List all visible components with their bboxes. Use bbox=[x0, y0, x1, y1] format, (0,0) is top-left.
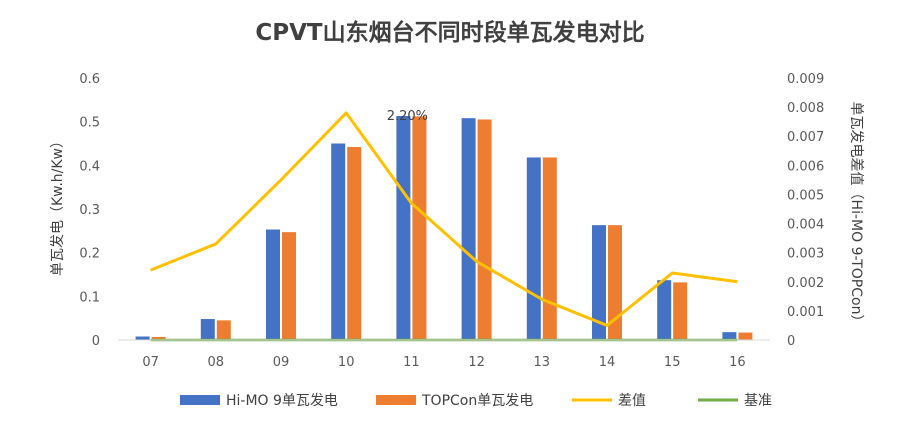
bar-topcon-07 bbox=[151, 336, 166, 340]
x-axis-ticks: 07 08 09 10 11 12 13 14 15 16 bbox=[142, 355, 745, 370]
x-tick: 12 bbox=[468, 355, 485, 370]
x-tick: 08 bbox=[208, 355, 225, 370]
x-tick: 09 bbox=[273, 355, 290, 370]
y-tick-left: 0.2 bbox=[79, 247, 100, 262]
annotations: 2.20% bbox=[387, 109, 428, 124]
y-tick-left: 0.4 bbox=[79, 159, 100, 174]
y-tick-right: 0.004 bbox=[787, 218, 824, 233]
bar-topcon-14 bbox=[608, 225, 622, 340]
legend-label: 差值 bbox=[618, 393, 646, 409]
bar-topcon-13 bbox=[542, 157, 557, 340]
bar-topcon-12 bbox=[477, 119, 492, 340]
legend-label: 基准 bbox=[744, 392, 772, 409]
bar-himo9-12 bbox=[461, 118, 476, 340]
bar-himo9-08 bbox=[200, 319, 215, 340]
bar-topcon-11 bbox=[412, 116, 427, 340]
x-tick: 07 bbox=[142, 355, 159, 370]
y-tick-left: 0.3 bbox=[79, 203, 100, 218]
y-tick-left: 0.6 bbox=[79, 72, 100, 87]
left-axis-ticks: 0 0.1 0.2 0.3 0.4 0.5 0.6 bbox=[79, 72, 100, 349]
x-tick: 14 bbox=[599, 355, 616, 370]
y-tick-right: 0 bbox=[787, 334, 795, 349]
bar-himo9-10 bbox=[331, 143, 346, 340]
x-tick: 11 bbox=[403, 355, 420, 370]
y-axis-label-left: 单瓦发电（Kw.h/Kw） bbox=[50, 134, 66, 276]
annotation-label: 2.20% bbox=[387, 109, 428, 124]
legend: Hi-MO 9单瓦发电 TOPCon单瓦发电 差值 基准 bbox=[180, 392, 772, 409]
bar-topcon-09 bbox=[282, 232, 296, 340]
y-tick-right: 0.009 bbox=[787, 72, 824, 87]
bar-himo9-11 bbox=[396, 115, 411, 341]
bar-topcon-08 bbox=[216, 320, 231, 340]
y-tick-left: 0.1 bbox=[79, 290, 100, 305]
legend-swatch bbox=[376, 395, 416, 405]
bar-himo9-09 bbox=[266, 229, 280, 340]
y-tick-left: 0 bbox=[92, 334, 100, 349]
x-tick: 15 bbox=[664, 355, 681, 370]
line-difference bbox=[150, 111, 738, 327]
bar-himo9-15 bbox=[657, 280, 672, 340]
bars bbox=[135, 115, 753, 341]
bar-himo9-14 bbox=[592, 225, 606, 340]
y-tick-right: 0.001 bbox=[787, 305, 824, 320]
y-tick-right: 0.005 bbox=[787, 188, 824, 203]
x-tick: 10 bbox=[338, 355, 355, 370]
bar-topcon-16 bbox=[738, 332, 753, 340]
lines bbox=[150, 111, 738, 342]
bar-himo9-07 bbox=[135, 336, 150, 340]
y-tick-right: 0.003 bbox=[787, 247, 824, 262]
x-tick: 16 bbox=[729, 355, 746, 370]
bar-topcon-10 bbox=[347, 146, 362, 340]
y-tick-right: 0.008 bbox=[787, 101, 824, 116]
legend-label: Hi-MO 9单瓦发电 bbox=[226, 393, 338, 409]
y-tick-right: 0.002 bbox=[787, 276, 824, 291]
y-tick-right: 0.006 bbox=[787, 159, 824, 174]
bar-topcon-15 bbox=[673, 282, 688, 340]
y-tick-right: 0.007 bbox=[787, 130, 824, 145]
bar-himo9-16 bbox=[722, 332, 737, 340]
bar-himo9-13 bbox=[526, 157, 541, 340]
right-axis-ticks: 0 0.001 0.002 0.003 0.004 0.005 0.006 0.007 0.00… bbox=[787, 72, 824, 349]
chart-title: CPVT山东烟台不同时段单瓦发电对比 bbox=[255, 19, 644, 46]
legend-swatch bbox=[180, 395, 220, 405]
y-axis-label-right: 单瓦发电差值（Hi-MO 9-TOPCon） bbox=[848, 102, 864, 329]
x-tick: 13 bbox=[534, 355, 551, 370]
y-tick-left: 0.5 bbox=[79, 116, 100, 131]
legend-label: TOPCon单瓦发电 bbox=[421, 393, 533, 409]
